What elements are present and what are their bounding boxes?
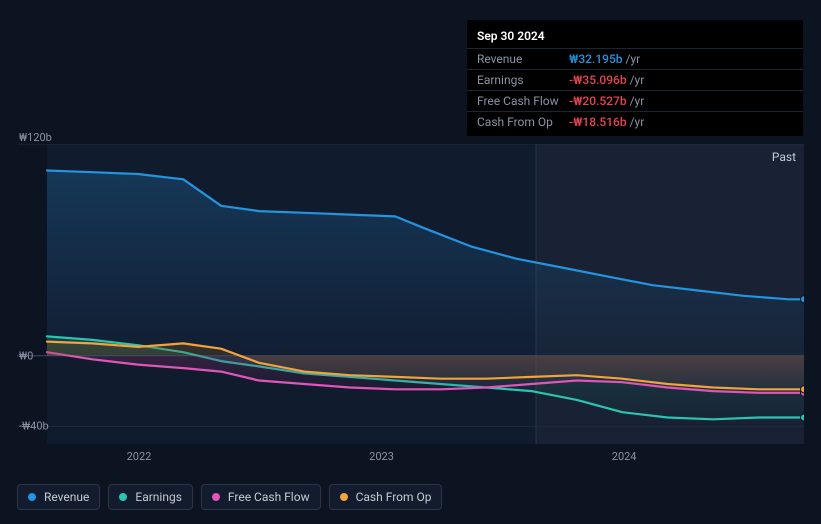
tooltip-unit: /yr xyxy=(630,94,645,108)
legend-dot-icon xyxy=(340,493,348,501)
x-axis-label: 2023 xyxy=(369,450,394,463)
tooltip-row: Cash From Op-₩18.516b/yr xyxy=(467,111,803,132)
tooltip-value: -₩20.527b xyxy=(569,94,627,108)
tooltip-label: Free Cash Flow xyxy=(477,94,569,108)
tooltip-label: Earnings xyxy=(477,73,569,87)
tooltip-row: Revenue₩32.195b/yr xyxy=(467,48,803,69)
tooltip-unit: /yr xyxy=(626,52,641,66)
financials-chart[interactable]: Past ₩120b₩0-₩40b202220232024 xyxy=(17,144,804,444)
legend-item[interactable]: Cash From Op xyxy=(329,484,443,510)
x-axis-label: 2024 xyxy=(612,450,637,463)
tooltip-unit: /yr xyxy=(630,73,645,87)
tooltip-label: Revenue xyxy=(477,52,569,66)
legend-label: Earnings xyxy=(135,490,182,504)
tooltip-label: Cash From Op xyxy=(477,115,569,129)
legend-dot-icon xyxy=(212,493,220,501)
tooltip-value: -₩18.516b xyxy=(569,115,627,129)
tooltip-date: Sep 30 2024 xyxy=(467,24,803,48)
past-label: Past xyxy=(772,150,796,164)
legend-item[interactable]: Revenue xyxy=(17,484,100,510)
tooltip-value: ₩32.195b xyxy=(569,52,623,66)
tooltip-unit: /yr xyxy=(630,115,645,129)
legend-dot-icon xyxy=(28,493,36,501)
chart-tooltip: Sep 30 2024 Revenue₩32.195b/yrEarnings-₩… xyxy=(467,20,803,136)
legend-label: Revenue xyxy=(44,490,89,504)
legend-item[interactable]: Earnings xyxy=(108,484,193,510)
tooltip-value: -₩35.096b xyxy=(569,73,627,87)
tooltip-row: Free Cash Flow-₩20.527b/yr xyxy=(467,90,803,111)
legend-dot-icon xyxy=(119,493,127,501)
x-axis-label: 2022 xyxy=(127,450,152,463)
legend-item[interactable]: Free Cash Flow xyxy=(201,484,321,510)
legend-label: Cash From Op xyxy=(356,490,432,504)
legend-label: Free Cash Flow xyxy=(228,490,310,504)
chart-legend: Revenue Earnings Free Cash Flow Cash From O… xyxy=(17,484,442,510)
tooltip-row: Earnings-₩35.096b/yr xyxy=(467,69,803,90)
